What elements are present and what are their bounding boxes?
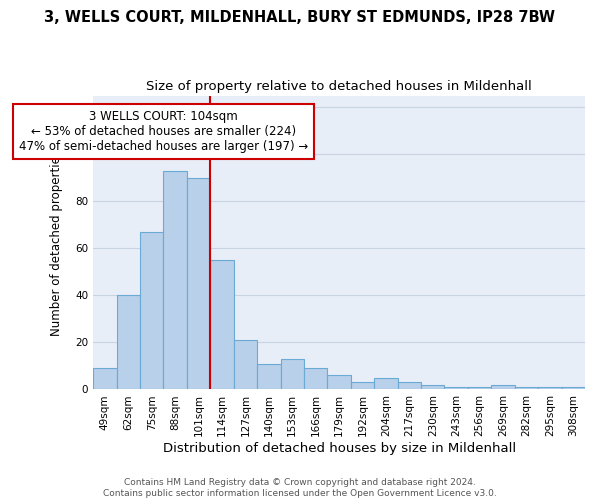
Bar — [187, 178, 210, 390]
Bar — [538, 387, 562, 390]
Bar — [374, 378, 398, 390]
Text: Contains HM Land Registry data © Crown copyright and database right 2024.
Contai: Contains HM Land Registry data © Crown c… — [103, 478, 497, 498]
Bar — [116, 296, 140, 390]
Bar — [491, 385, 515, 390]
Text: 3, WELLS COURT, MILDENHALL, BURY ST EDMUNDS, IP28 7BW: 3, WELLS COURT, MILDENHALL, BURY ST EDMU… — [44, 10, 556, 25]
Bar — [515, 387, 538, 390]
Bar — [210, 260, 234, 390]
Bar — [562, 387, 585, 390]
Bar — [93, 368, 116, 390]
Bar — [398, 382, 421, 390]
Bar — [304, 368, 328, 390]
Bar — [257, 364, 281, 390]
Text: 3 WELLS COURT: 104sqm
← 53% of detached houses are smaller (224)
47% of semi-det: 3 WELLS COURT: 104sqm ← 53% of detached … — [19, 110, 308, 152]
Bar — [445, 387, 468, 390]
Bar — [421, 385, 445, 390]
X-axis label: Distribution of detached houses by size in Mildenhall: Distribution of detached houses by size … — [163, 442, 515, 455]
Bar — [163, 171, 187, 390]
Bar — [281, 359, 304, 390]
Y-axis label: Number of detached properties: Number of detached properties — [50, 150, 63, 336]
Bar — [468, 387, 491, 390]
Bar — [328, 376, 351, 390]
Bar — [351, 382, 374, 390]
Bar — [234, 340, 257, 390]
Bar — [140, 232, 163, 390]
Title: Size of property relative to detached houses in Mildenhall: Size of property relative to detached ho… — [146, 80, 532, 93]
